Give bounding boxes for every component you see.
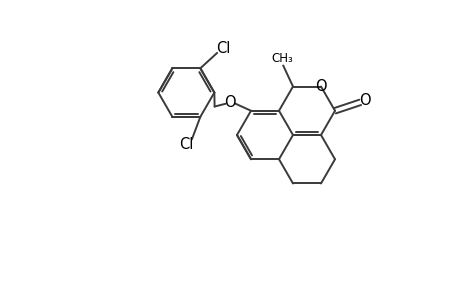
Text: O: O	[358, 93, 370, 108]
Text: O: O	[314, 79, 326, 94]
Text: Cl: Cl	[179, 137, 193, 152]
Text: CH₃: CH₃	[271, 52, 292, 65]
Text: Cl: Cl	[215, 41, 230, 56]
Text: O: O	[223, 95, 235, 110]
